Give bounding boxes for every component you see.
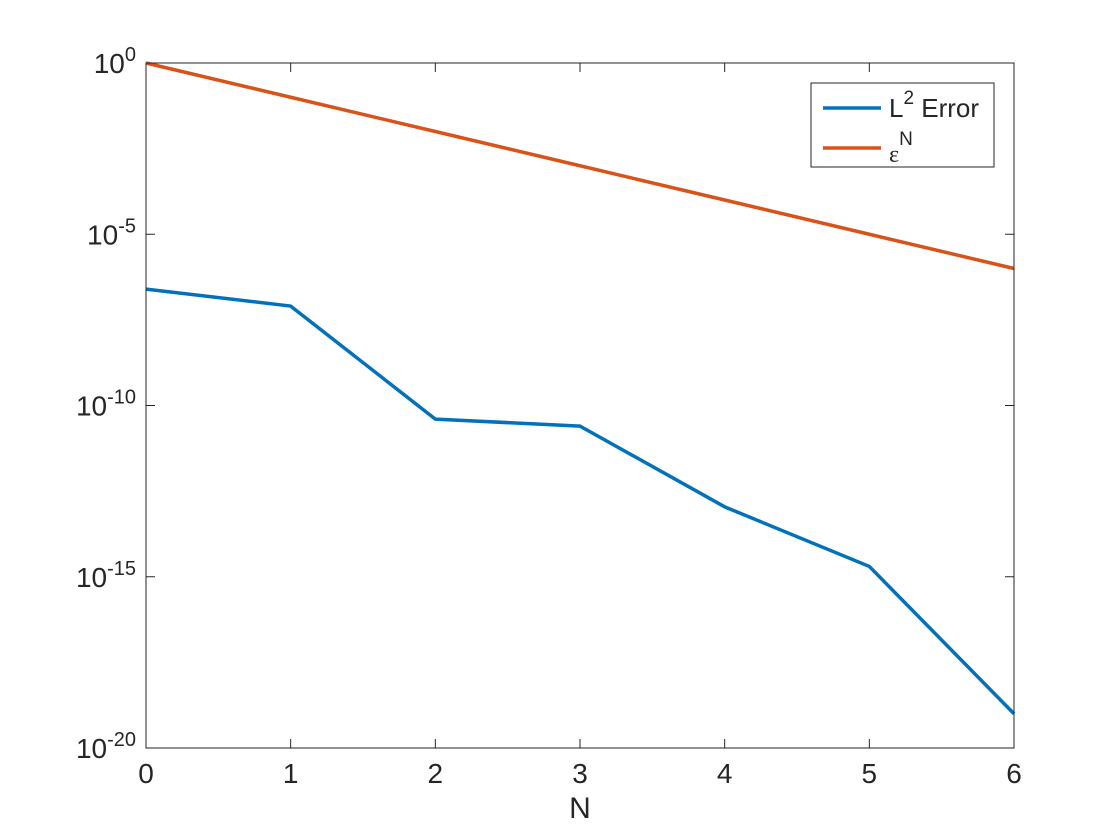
legend-label-1: εN <box>889 129 913 168</box>
y-tick-label: 10-5 <box>87 215 136 250</box>
legend-label-superscript: N <box>899 129 913 150</box>
series-layer <box>145 61 1016 715</box>
x-tick-label: 5 <box>862 758 878 789</box>
series-line-1 <box>145 61 1015 271</box>
legend-label-base: L <box>889 93 903 123</box>
x-tick-label: 3 <box>572 758 588 789</box>
y-tick-label-exponent: 0 <box>125 44 136 66</box>
x-axis-label: N <box>569 792 591 825</box>
y-tick-label-exponent: -5 <box>118 215 136 237</box>
y-tick-label-exponent: -10 <box>107 387 136 409</box>
legend-label-rest: Error <box>914 93 979 123</box>
legend-label-0: L2 Error <box>889 88 979 123</box>
x-tick-label: 4 <box>717 758 733 789</box>
y-tick-label: 100 <box>94 44 136 79</box>
y-tick-label: 10-15 <box>76 558 136 593</box>
legend-label-base: ε <box>889 142 899 168</box>
legend-box <box>810 82 995 168</box>
series-line-0 <box>145 287 1016 715</box>
plot-area <box>146 63 1014 748</box>
legend-label-superscript: 2 <box>903 88 914 109</box>
x-tick-label: 0 <box>138 758 154 789</box>
y-tick-label-exponent: -20 <box>107 729 136 751</box>
x-axis: 0 1 2 3 4 5 6 <box>138 63 1022 789</box>
y-tick-label-base: 10 <box>94 48 125 79</box>
y-tick-label: 10-20 <box>76 729 136 764</box>
y-tick-label-base: 10 <box>87 219 118 250</box>
x-tick-label: 2 <box>428 758 444 789</box>
y-tick-label-base: 10 <box>76 562 107 593</box>
x-tick-label: 6 <box>1006 758 1022 789</box>
y-tick-label-base: 10 <box>76 391 107 422</box>
y-tick-label-exponent: -15 <box>107 558 136 580</box>
axes-background <box>146 63 1014 748</box>
x-tick-label: 1 <box>283 758 299 789</box>
y-tick-label: 10-10 <box>76 387 136 422</box>
y-tick-label-base: 10 <box>76 733 107 764</box>
